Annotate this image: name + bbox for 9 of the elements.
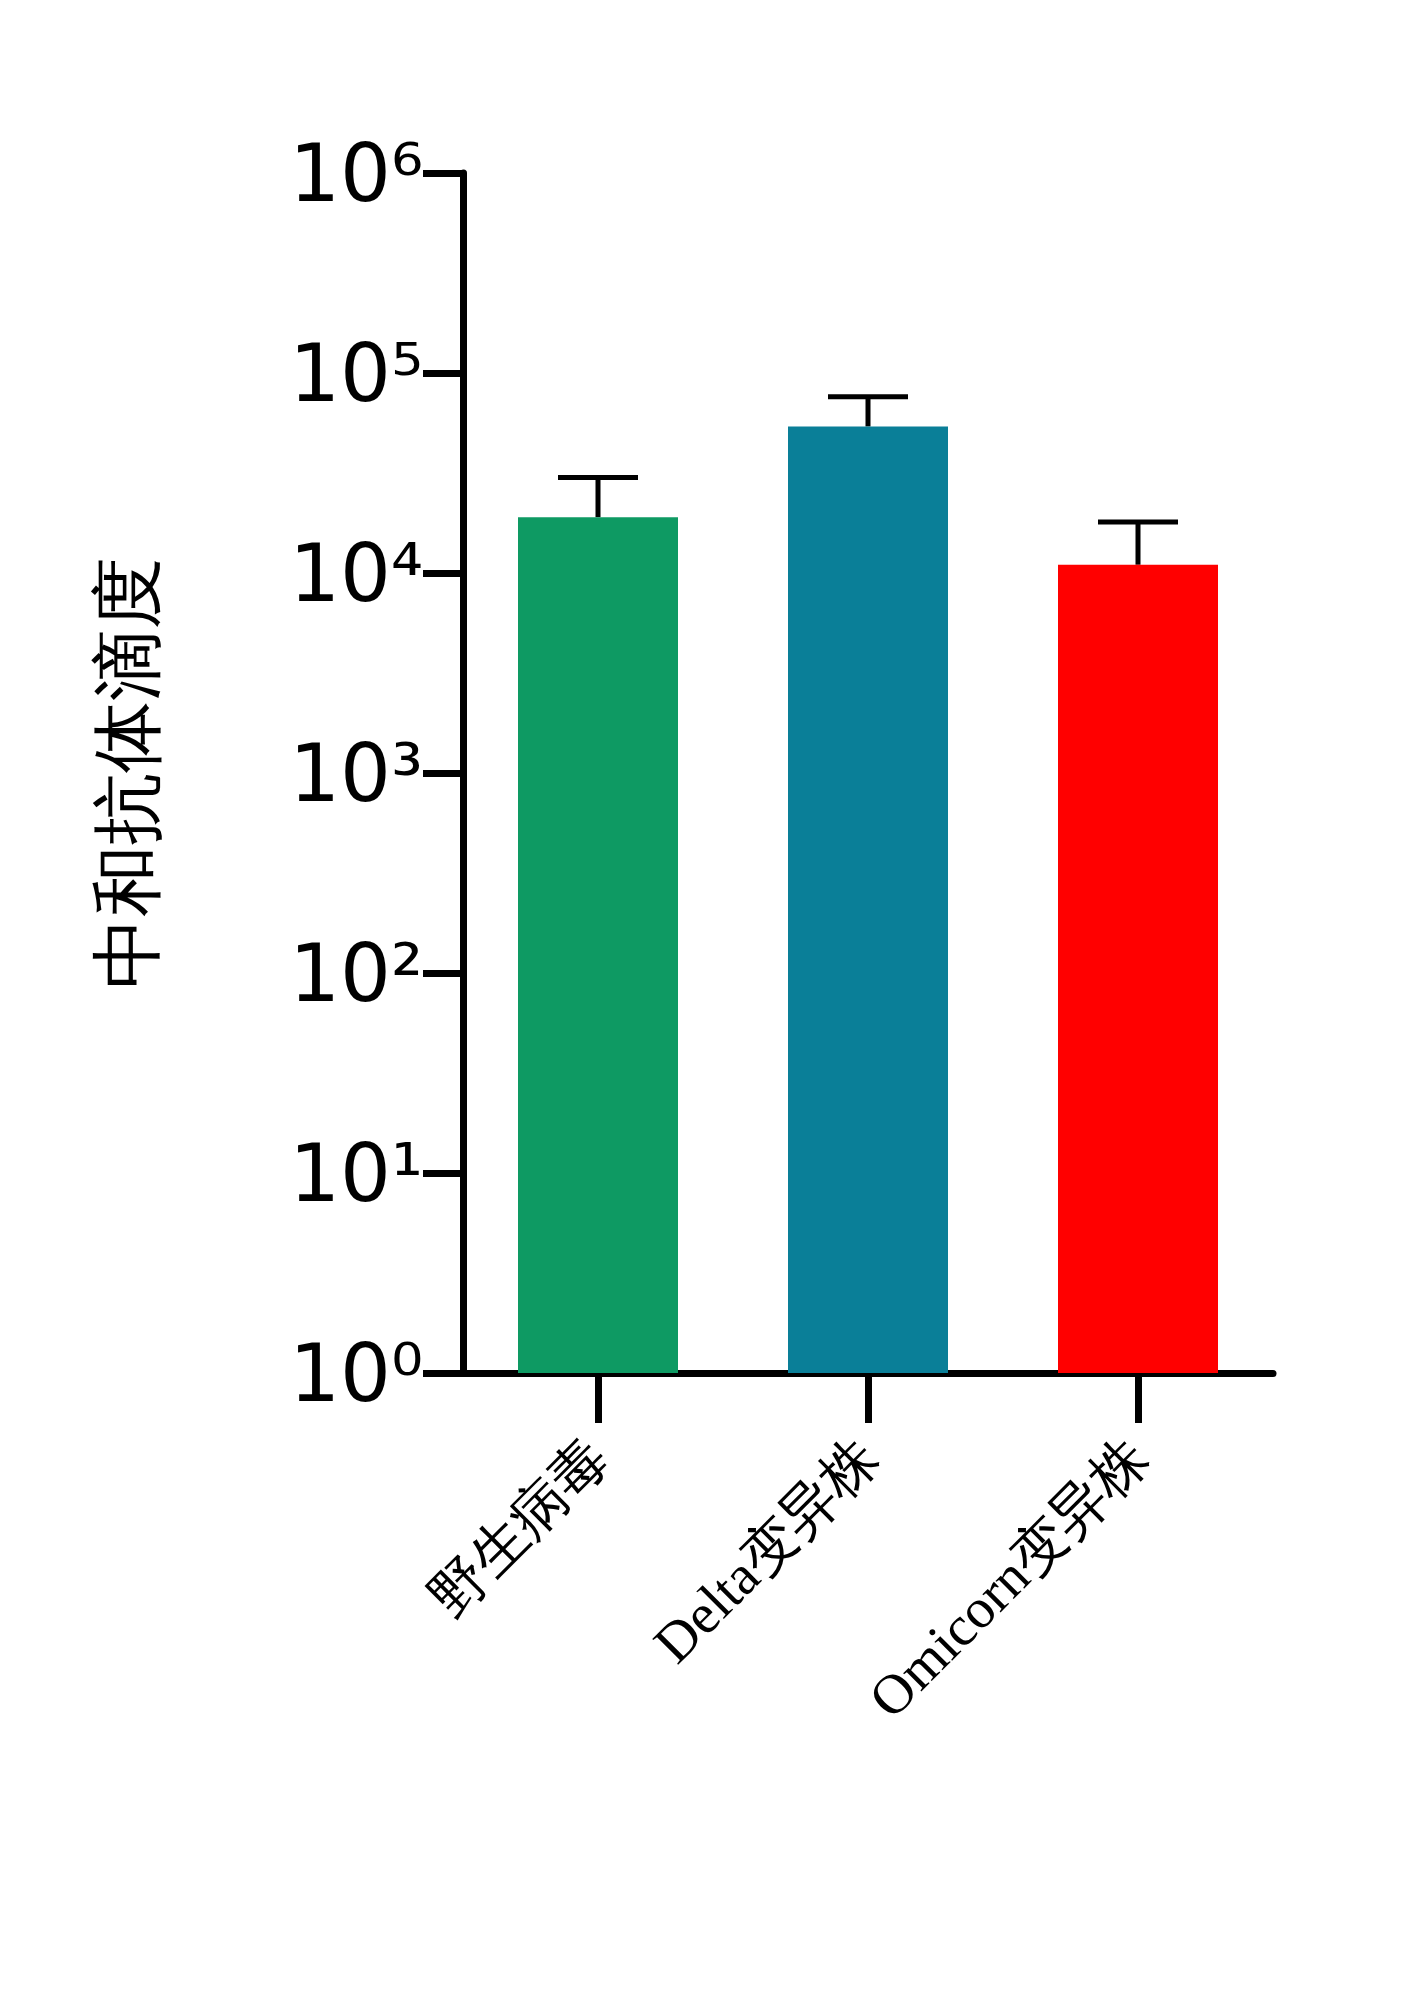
y-tick-label: 10⁴ xyxy=(289,526,423,620)
y-tick-label: 10⁵ xyxy=(289,326,423,420)
y-tick-label: 10² xyxy=(289,926,423,1020)
y-tick-label: 10¹ xyxy=(289,1126,423,1220)
y-tick-label: 10³ xyxy=(289,726,423,820)
y-tick-label: 10⁰ xyxy=(289,1326,423,1420)
y-axis-title: 中和抗体滴度 xyxy=(85,557,169,989)
y-tick-label: 10⁶ xyxy=(289,126,423,220)
x-tick-label: 野生病毒 xyxy=(417,1426,620,1629)
